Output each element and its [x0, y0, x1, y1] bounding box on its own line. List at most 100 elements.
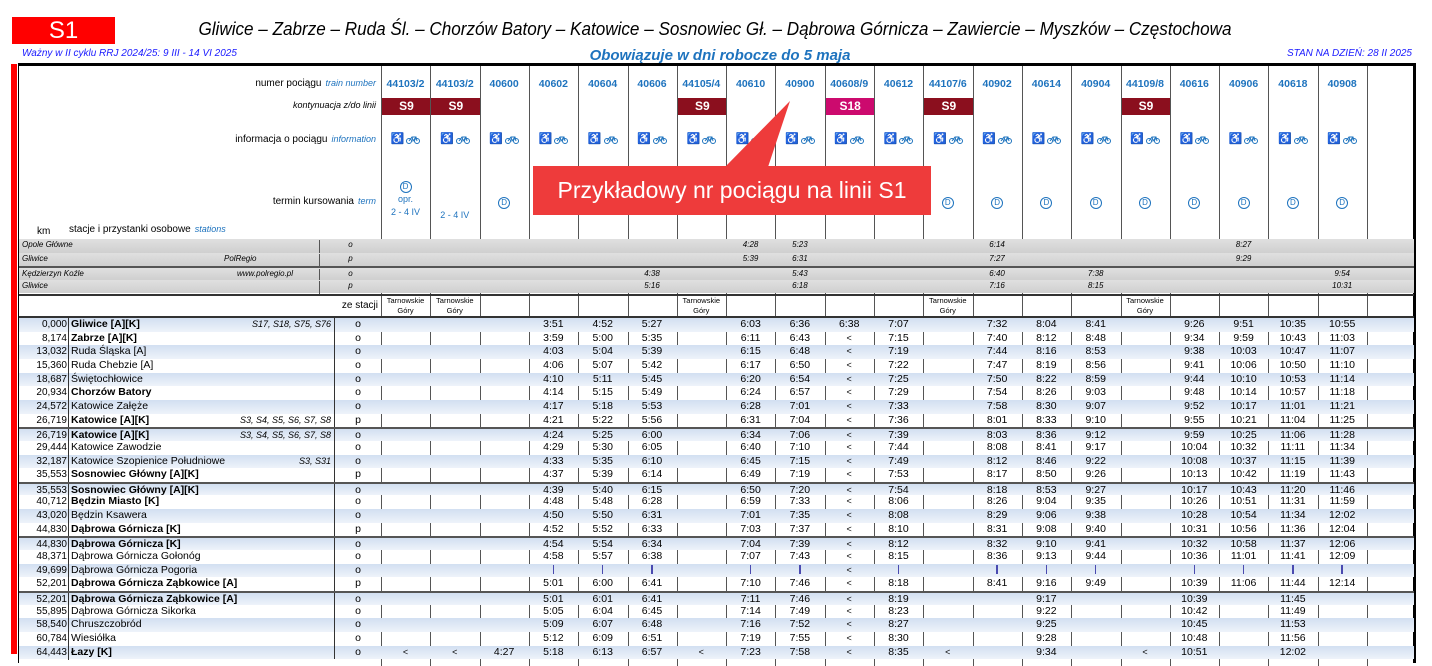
departure-time: 7:49	[888, 454, 909, 467]
train-number[interactable]: 40616	[1179, 78, 1209, 90]
departure-time: 8:18	[888, 577, 909, 590]
station-name[interactable]: Dąbrowa Górnicza Pogoria	[71, 563, 198, 576]
train-number[interactable]: 40902	[982, 78, 1012, 90]
station-km: 29,444	[36, 441, 67, 453]
connection-time: 7:27	[989, 253, 1005, 263]
departure-time: 9:26	[1184, 318, 1205, 330]
station-name[interactable]: Chorzów Batory	[71, 386, 152, 399]
station-name[interactable]: Sosnowiec Główny [A][K]	[71, 468, 199, 481]
arr-dep-marker: o	[334, 538, 381, 553]
station-name[interactable]: Katowice Załęże	[71, 399, 149, 412]
station-name[interactable]: Dąbrowa Górnicza [K]	[71, 522, 181, 535]
station-name[interactable]: Wiesiółka	[71, 631, 116, 644]
train-number[interactable]: 44103/2	[386, 78, 425, 90]
departure-time: 5:39	[641, 345, 663, 358]
departure-time: 9:59	[1184, 429, 1205, 442]
station-name[interactable]: Ruda Śląska [A]	[71, 345, 147, 358]
train-column	[824, 66, 826, 666]
departure-time: 9:40	[1085, 522, 1106, 535]
departure-time: 7:36	[888, 413, 909, 426]
train-number[interactable]: 44105/4	[682, 78, 721, 90]
station-row: 26,719 Katowice [A][K] S3, S4, S5, S6, S7,…	[19, 427, 1414, 444]
departure-time: 7:58	[789, 645, 811, 658]
arr-dep-marker: o	[319, 240, 381, 253]
train-number[interactable]: 40618	[1278, 78, 1308, 90]
train-number[interactable]: 40608/9	[830, 78, 869, 90]
departure-time: 8:56	[1085, 358, 1106, 371]
departure-time: 5:25	[592, 429, 613, 442]
station-name[interactable]: Dąbrowa Górnicza Ząbkowice [A]	[71, 593, 238, 605]
station-name[interactable]: Gliwice [A][K]	[71, 318, 140, 330]
station-name[interactable]: Świętochłowice	[71, 372, 143, 385]
station-name[interactable]: Będzin Miasto [K]	[71, 495, 160, 508]
train-number[interactable]: 40904	[1081, 78, 1111, 90]
station-name[interactable]: Będzin Ksawera	[71, 509, 147, 522]
departure-time: 6:07	[592, 618, 613, 631]
train-number[interactable]: 40602	[538, 78, 568, 90]
station-name[interactable]: Sosnowiec Główny [A][K]	[71, 483, 199, 496]
train-number[interactable]: 40612	[883, 78, 914, 90]
station-name[interactable]: Zabrze [A][K]	[71, 331, 137, 344]
station-name[interactable]: Katowice [A][K]	[71, 429, 150, 442]
departure-time: 6:04	[592, 604, 613, 617]
train-number[interactable]: 44103/2	[435, 78, 474, 90]
departure-time: 8:18	[986, 483, 1008, 496]
train-number[interactable]: 40610	[735, 78, 766, 90]
departure-time: 9:03	[1085, 386, 1106, 399]
train-info: ♿	[1219, 132, 1268, 145]
departure-time: 8:04	[1036, 318, 1057, 330]
station-km: 52,201	[36, 578, 67, 590]
pass-through-mark	[1318, 564, 1367, 578]
departure-time: 7:01	[740, 509, 761, 522]
departure-time: 11:36	[1280, 522, 1306, 535]
station-name[interactable]: Ruda Chebzie [A]	[71, 358, 154, 371]
departure-time: <	[698, 646, 704, 657]
bicycle-icon	[751, 136, 766, 144]
train-term: D	[973, 196, 1022, 209]
train-number[interactable]: 40900	[785, 78, 815, 90]
station-name[interactable]: Dąbrowa Górnicza [K]	[71, 538, 181, 551]
departure-time: 10:55	[1329, 318, 1356, 330]
departure-time: 7:22	[888, 358, 909, 371]
departure-time: 8:30	[1036, 399, 1057, 412]
departure-time: 6:11	[740, 331, 761, 344]
train-number[interactable]: 40606	[637, 78, 667, 90]
station-row: 58,540 Chruszczobród o 5:09 6:07 6:48 7:16 7:52…	[19, 618, 1414, 633]
departure-time: 10:08	[1181, 454, 1208, 467]
train-number[interactable]: 44109/8	[1126, 78, 1164, 90]
station-name[interactable]: Katowice Szopienice Południowe	[71, 454, 226, 467]
station-name[interactable]: Katowice Zawodzie	[71, 440, 162, 453]
train-number[interactable]: 44107/6	[928, 78, 967, 90]
departure-time: 5:35	[592, 454, 613, 467]
station-name[interactable]: Katowice [A][K]	[71, 413, 150, 426]
wheelchair-icon: ♿	[637, 133, 651, 145]
station-name[interactable]: Dąbrowa Górnicza Sikorka	[71, 604, 196, 617]
station-name[interactable]: Łazy [K]	[71, 645, 112, 658]
label-train-number: numer pociągu train number	[255, 78, 376, 89]
weekday-d-icon: D	[941, 197, 954, 209]
station-name[interactable]: Dąbrowa Górnicza Ząbkowice [A]	[71, 577, 238, 590]
departure-time: 10:58	[1230, 538, 1257, 551]
train-number[interactable]: 40614	[1031, 78, 1061, 90]
departure-time: 7:19	[888, 345, 909, 358]
wheelchair-icon: ♿	[834, 133, 849, 145]
departure-time: 5:54	[592, 538, 613, 551]
station-km: 15,360	[36, 359, 67, 371]
station-name[interactable]: Dąbrowa Górnicza Gołonóg	[71, 550, 201, 563]
arr-dep-marker: o	[334, 358, 381, 373]
station-km: 26,719	[36, 414, 67, 426]
departure-time: 7:46	[789, 577, 811, 590]
train-number[interactable]: 40600	[489, 78, 519, 90]
departure-time: 9:55	[1184, 413, 1205, 426]
departure-time: 8:50	[1036, 468, 1057, 481]
departure-time: 11:34	[1329, 440, 1355, 453]
train-number[interactable]: 40906	[1228, 78, 1259, 90]
train-number[interactable]: 40908	[1327, 78, 1357, 90]
train-number[interactable]: 40604	[588, 78, 618, 90]
departure-time: 6:45	[740, 454, 761, 467]
departure-time: 7:04	[740, 538, 761, 551]
departure-time: <	[846, 646, 852, 657]
station-name[interactable]: Chruszczobród	[71, 618, 142, 631]
departure-time: 7:53	[888, 468, 909, 481]
departure-time: 10:03	[1230, 345, 1257, 358]
